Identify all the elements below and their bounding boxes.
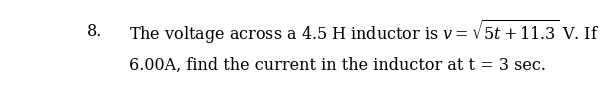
Text: The voltage across a 4.5 H inductor is $v = \sqrt{5t+11.3}$ V. If the initial cu: The voltage across a 4.5 H inductor is $… <box>129 18 601 46</box>
Text: 6.00A, find the current in the inductor at t = 3 sec.: 6.00A, find the current in the inductor … <box>129 57 546 74</box>
Text: 8.: 8. <box>87 23 102 40</box>
